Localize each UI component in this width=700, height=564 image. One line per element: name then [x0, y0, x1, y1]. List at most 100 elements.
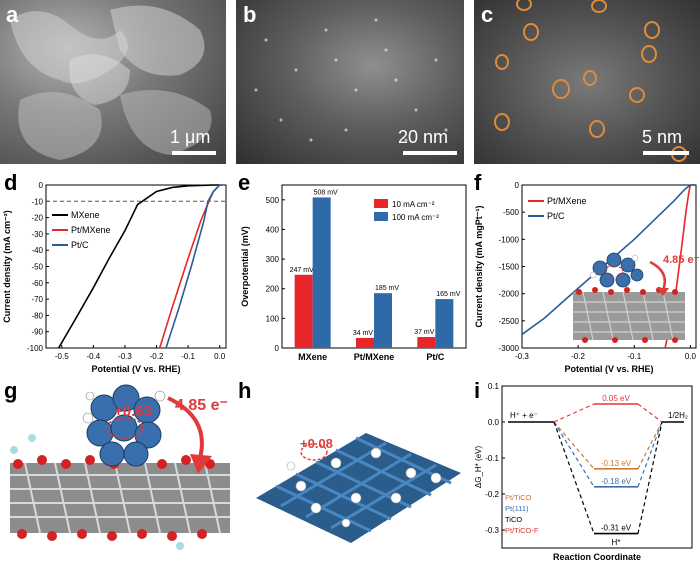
scale-label-b: 20 nm: [398, 127, 449, 147]
y-tick-label: 300: [266, 255, 280, 264]
y-tick-label: 0: [275, 344, 280, 353]
y-axis-label: ΔG_H* (eV): [474, 446, 483, 489]
x-tick-label: 0.0: [214, 352, 226, 361]
y-tick-label: -2000: [499, 290, 520, 299]
bar-ptc-1: [435, 299, 454, 348]
chart-d-lsv: -0.5 -0.4 -0.3 -0.2 -0.1 0.0 0 -10 -20 -30 -40 -50 -…: [2, 181, 227, 374]
panel-letter-b: b: [243, 2, 257, 27]
structure-inset-f: [573, 252, 685, 343]
chart-i-free-energy: 0.1 0.0 -0.1 -0.2 -0.3 -0.13 eV Pt/TiCO -0.18 e…: [474, 382, 693, 562]
category-label: Pt/C: [426, 352, 445, 362]
panel-letter-i: i: [474, 378, 481, 403]
y-axis-label: Current density (mA cm⁻²): [2, 210, 12, 322]
y-tick-label: -70: [31, 295, 43, 304]
series-line-mxene: [57, 184, 220, 349]
y-tick-label: -20: [31, 214, 43, 223]
y-tick-label: -2500: [499, 317, 520, 326]
series-line-ptc: [521, 184, 696, 336]
y-tick-label: 500: [266, 196, 280, 205]
plot-frame: [501, 385, 693, 549]
state-label-final: 1/2H₂: [668, 411, 688, 420]
panel-letter-f: f: [474, 170, 482, 195]
connector: [553, 403, 595, 423]
x-tick-label: -0.5: [55, 352, 69, 361]
chart-e-overpotential: 0 100 200 300 400 500 247 mV 508 mV MXene 34 mV 18…: [240, 184, 467, 362]
scale-label-a: 1 μm: [170, 127, 211, 147]
x-axis-label: Potential (V vs. RHE): [564, 364, 653, 374]
x-tick-label: -0.1: [181, 352, 195, 361]
bar-value-label: 247 mV: [290, 267, 314, 274]
y-tick-label: 0: [39, 181, 44, 190]
bar-value-label: 34 mV: [353, 330, 374, 337]
y-tick-label: -0.3: [485, 526, 499, 535]
connector: [637, 421, 663, 470]
y-tick-label: -30: [31, 230, 43, 239]
y-tick-label: 200: [266, 285, 280, 294]
bar-value-label: 37 mV: [414, 329, 435, 336]
charge-transfer-label-f: 4.85 e⁻: [663, 254, 700, 266]
legend-label: Pt/C: [547, 211, 565, 221]
y-tick-label: -3000: [499, 344, 520, 353]
scale-bar-c: [643, 151, 689, 155]
y-tick-label: -10: [31, 197, 43, 206]
charge-transfer-label-g: 4.85 e⁻: [175, 397, 228, 414]
y-tick-label: -0.1: [485, 454, 499, 463]
connector: [637, 421, 663, 534]
category-label: MXene: [298, 352, 327, 362]
bar-ptmxene-1: [374, 293, 392, 348]
x-axis-label: Potential (V vs. RHE): [91, 364, 180, 374]
y-tick-label: -1500: [499, 263, 520, 272]
panel-letter-a: a: [6, 2, 19, 27]
x-tick-label: -0.4: [86, 352, 100, 361]
legend-label: Pt/MXene: [547, 196, 587, 206]
x-tick-label: -0.2: [571, 352, 585, 361]
series-line-ptc: [165, 184, 223, 349]
level-value-label: -0.13 eV: [601, 459, 632, 468]
scale-bar-a: [172, 151, 216, 155]
y-axis-label: Current density (mA mgPt⁻¹): [474, 206, 484, 328]
legend-label: Pt/TiCO: [505, 493, 532, 502]
x-axis-label: Reaction Coordinate: [553, 552, 641, 562]
y-tick-label: 100: [266, 314, 280, 323]
level-value-label: -0.18 eV: [601, 477, 632, 486]
connector: [637, 403, 663, 423]
panel-letter-h: h: [238, 378, 252, 403]
x-tick-label: -0.3: [118, 352, 132, 361]
y-tick-label: -0.2: [485, 490, 499, 499]
y-tick-label: -90: [31, 328, 43, 337]
y-tick-label: -80: [31, 311, 43, 320]
bar-value-label: 185 mV: [375, 285, 399, 292]
x-tick-label: -0.1: [627, 352, 641, 361]
connector: [553, 421, 595, 534]
structure-pt-mxene-top: [256, 433, 461, 543]
panel-letter-d: d: [4, 170, 18, 195]
legend-label: Pt(111): [505, 504, 529, 513]
y-tick-label: -60: [31, 279, 43, 288]
scale-label-c: 5 nm: [642, 127, 683, 147]
bar-mxene-0: [294, 274, 313, 348]
structure-pt-mxene-side: [10, 384, 230, 550]
bar-value-label: 165 mV: [436, 291, 460, 298]
y-tick-label: -500: [503, 208, 520, 217]
panel-letter-c: c: [481, 2, 494, 27]
y-tick-label: -40: [31, 246, 43, 255]
sem-image: [0, 0, 226, 164]
charge-label-g: +0.63: [114, 403, 152, 420]
y-tick-label: 0.0: [488, 418, 500, 427]
connector: [637, 421, 663, 488]
stem-image-high-mag: [474, 0, 700, 164]
legend-label: 10 mA cm⁻²: [392, 200, 435, 209]
x-tick-label: -0.2: [150, 352, 164, 361]
legend-label: Pt/TiCO-F: [505, 526, 539, 535]
scale-bar-b: [403, 151, 457, 155]
bar-ptmxene-0: [356, 337, 374, 348]
charge-label-h: +0.08: [300, 436, 333, 451]
panel-letter-e: e: [238, 170, 251, 195]
x-tick-label: -0.3: [515, 352, 529, 361]
legend-label: TiCO: [505, 515, 522, 524]
y-tick-label: 0: [515, 181, 520, 190]
legend-label: Pt/MXene: [71, 225, 111, 235]
level-value-label: -0.31 eV: [601, 524, 632, 533]
y-tick-label: -1000: [499, 235, 520, 244]
connector: [553, 421, 595, 470]
